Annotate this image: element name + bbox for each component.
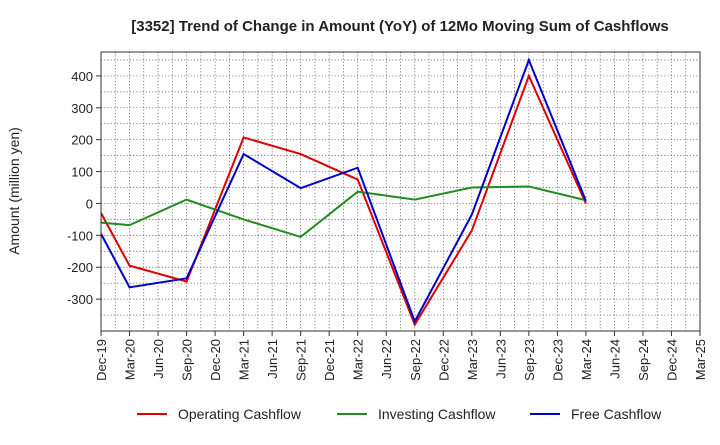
x-tick-label: Mar-25 (693, 339, 708, 380)
x-tick-label: Dec-21 (322, 339, 337, 381)
legend-label-investing-cashflow: Investing Cashflow (378, 406, 496, 422)
x-tick-label: Mar-23 (465, 339, 480, 380)
x-tick-label: Mar-20 (123, 339, 138, 380)
x-tick-label: Sep-23 (522, 339, 537, 381)
x-tick-label: Dec-20 (208, 339, 223, 381)
x-tick-label: Dec-23 (550, 339, 565, 381)
y-tick-label: 200 (71, 133, 93, 148)
plot-frame (100, 51, 701, 332)
x-tick-label: Sep-20 (180, 339, 195, 381)
x-tick-label: Mar-21 (237, 339, 252, 380)
x-tick-label: Sep-22 (408, 339, 423, 381)
legend-label-free-cashflow: Free Cashflow (571, 406, 662, 422)
y-tick-label: 400 (71, 69, 93, 84)
x-tick-label: Dec-19 (94, 339, 109, 381)
series-layer (100, 57, 587, 327)
x-tick-label: Jun-22 (379, 339, 394, 379)
x-tick-label: Jun-23 (493, 339, 508, 379)
y-tick-label: -300 (67, 292, 93, 307)
series-line-investing-cashflow (100, 185, 587, 239)
y-tick-label: 100 (71, 165, 93, 180)
grid-layer (100, 52, 701, 331)
y-axis-label: Amount (million yen) (6, 127, 22, 255)
y-ticks: -300 -200 -100 0 100 200 300 400 (67, 69, 101, 307)
y-tick-label: -200 (67, 260, 93, 275)
x-tick-label: Sep-24 (636, 339, 651, 381)
x-tick-label: Mar-22 (351, 339, 366, 380)
series-line-free-cashflow (100, 57, 587, 324)
x-ticks: Dec-19 Mar-20 Jun-20 Sep-20 Dec-20 Mar-21 Jun-… (94, 331, 708, 381)
y-tick-label: 0 (86, 196, 93, 211)
x-tick-label: Dec-22 (436, 339, 451, 381)
x-tick-label: Jun-21 (265, 339, 280, 379)
y-tick-label: 300 (71, 101, 93, 116)
x-tick-label: Sep-21 (294, 339, 309, 381)
y-tick-label: -100 (67, 228, 93, 243)
series-line-operating-cashflow (100, 73, 587, 327)
legend-label-operating-cashflow: Operating Cashflow (178, 406, 302, 422)
legend: Operating Cashflow Investing Cashflow Free… (137, 406, 662, 422)
x-tick-label: Dec-24 (664, 339, 679, 381)
chart-title: [3352] Trend of Change in Amount (YoY) o… (131, 18, 669, 35)
x-tick-label: Mar-24 (579, 339, 594, 380)
x-tick-label: Jun-24 (607, 339, 622, 379)
x-tick-label: Jun-20 (151, 339, 166, 379)
